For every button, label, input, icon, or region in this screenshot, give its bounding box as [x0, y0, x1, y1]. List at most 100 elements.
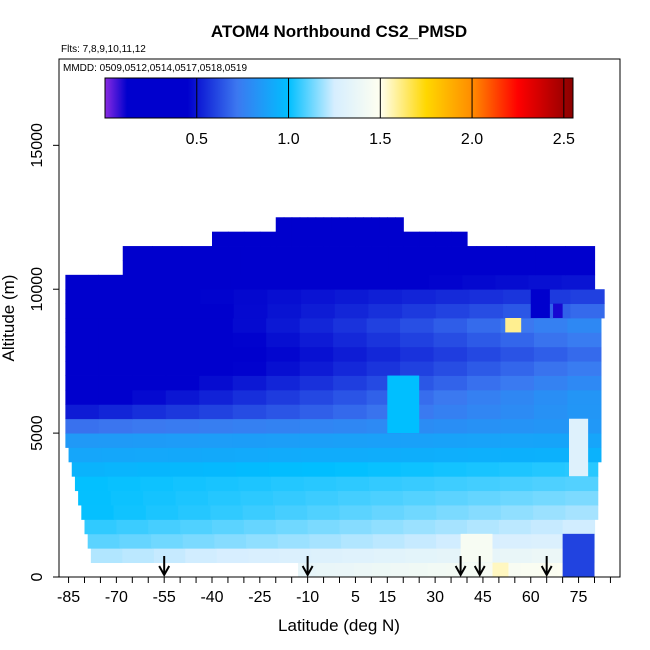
- flight-arrow: [301, 556, 314, 578]
- heatmap-cell: [371, 505, 405, 520]
- heatmap-cell: [212, 231, 229, 247]
- heatmap-cell: [570, 289, 605, 305]
- heatmap-cell: [301, 303, 336, 319]
- heatmap-cell: [467, 476, 501, 492]
- heatmap-cell: [200, 303, 235, 319]
- heatmap-cell: [232, 361, 267, 376]
- colorbar: 0.5 1.0 1.5 2.0 2.5: [104, 77, 575, 148]
- heatmap-cell: [301, 447, 336, 463]
- heatmap-cell: [153, 548, 186, 564]
- heatmap-cell: [366, 346, 401, 362]
- heatmap-cell: [334, 303, 369, 319]
- heatmap-cell: [199, 404, 234, 420]
- heatmap-cell: [259, 231, 277, 247]
- heatmap-cell: [533, 505, 567, 520]
- heatmap-cell: [433, 433, 468, 448]
- heatmap-cell: [467, 361, 502, 376]
- heatmap-cell: [122, 548, 155, 564]
- heatmap-cell: [433, 389, 468, 405]
- heatmap-cell: [404, 505, 437, 520]
- heatmap-cell: [175, 490, 209, 506]
- heatmap-cell: [272, 490, 307, 506]
- heatmap-cell: [238, 476, 272, 492]
- heatmap-cell: [246, 533, 279, 549]
- heatmap-cell: [366, 433, 401, 448]
- heatmap-cell: [323, 231, 341, 247]
- heatmap-cell: [299, 404, 334, 420]
- heatmap-cell: [291, 217, 301, 233]
- heatmap-cell: [299, 361, 334, 376]
- heatmap-cell: [65, 375, 100, 391]
- heatmap-cell: [315, 217, 325, 233]
- heatmap-cell: [212, 519, 245, 535]
- heatmap-cell: [299, 433, 334, 448]
- heatmap-cell: [165, 433, 200, 448]
- heatmap-cell: [232, 404, 267, 420]
- heatmap-cell: [567, 361, 602, 376]
- heatmap-cell: [232, 389, 267, 405]
- heatmap-cell: [533, 318, 569, 333]
- heatmap-cell: [401, 476, 435, 492]
- heatmap-cell: [201, 447, 236, 463]
- heatmap-cell: [400, 318, 435, 333]
- x-tick-label: -85: [57, 589, 80, 606]
- heatmap-cell: [333, 375, 368, 391]
- heatmap-cell: [500, 346, 535, 362]
- heatmap-cell: [135, 447, 169, 463]
- heatmap-cell: [565, 260, 596, 276]
- heatmap-patch: [460, 533, 493, 563]
- heatmap-cell: [116, 519, 149, 535]
- heatmap-cell: [565, 490, 599, 506]
- heatmap-cell: [436, 533, 469, 549]
- heatmap-cell: [342, 548, 375, 564]
- heatmap-cell: [275, 217, 285, 233]
- heatmap-cell: [132, 433, 167, 448]
- heatmap-cell: [374, 548, 407, 564]
- heatmap-cell: [299, 217, 309, 233]
- flight-arrows: [158, 556, 553, 578]
- x-tick-label: 15: [378, 589, 396, 606]
- heatmap-cell: [307, 505, 341, 520]
- heatmap-cell: [301, 461, 336, 477]
- heatmap-cell: [367, 447, 402, 463]
- heatmap-cell: [387, 217, 396, 233]
- heatmap-cell: [182, 533, 215, 549]
- heatmap-cell: [466, 461, 500, 477]
- heatmap-cell: [65, 404, 100, 420]
- heatmap-cell: [467, 418, 502, 434]
- heatmap-patch: [505, 318, 522, 333]
- heatmap-cell: [208, 490, 242, 506]
- heatmap-cell: [270, 476, 305, 492]
- heatmap-cell: [311, 548, 344, 564]
- heatmap-cell: [165, 361, 200, 376]
- heatmap-cell: [270, 246, 301, 261]
- heatmap-cell: [283, 217, 293, 233]
- heatmap-cell: [71, 461, 106, 477]
- heatmap-cell: [236, 461, 270, 477]
- heatmap-cell: [132, 318, 167, 333]
- heatmap-cell: [266, 375, 301, 391]
- heatmap-cell: [447, 246, 478, 261]
- heatmap-cell: [119, 533, 152, 549]
- heatmap-cell: [299, 346, 334, 362]
- heatmap-cell: [464, 562, 484, 578]
- chart-title: ATOM4 Northbound CS2_PMSD: [211, 22, 467, 41]
- heatmap-cell: [65, 303, 100, 319]
- heatmap-cell: [274, 505, 308, 520]
- heatmap-cell: [268, 447, 303, 463]
- colorbar-tick-label: 2.0: [461, 131, 483, 148]
- heatmap-cell: [336, 476, 370, 492]
- heatmap-cell: [469, 289, 504, 305]
- heatmap-cell: [530, 519, 564, 535]
- heatmap-cell: [170, 461, 204, 477]
- heatmap-cell: [151, 533, 184, 549]
- heatmap-cell: [203, 461, 237, 477]
- x-tick-label: 75: [570, 589, 588, 606]
- heatmap-cell: [435, 519, 468, 535]
- heatmap-cell: [266, 418, 301, 434]
- heatmap-cell: [98, 274, 133, 290]
- heatmap-cell: [242, 505, 276, 520]
- heatmap-cell: [520, 562, 540, 578]
- heatmap-cell: [305, 490, 339, 506]
- heatmap-cell: [499, 476, 533, 492]
